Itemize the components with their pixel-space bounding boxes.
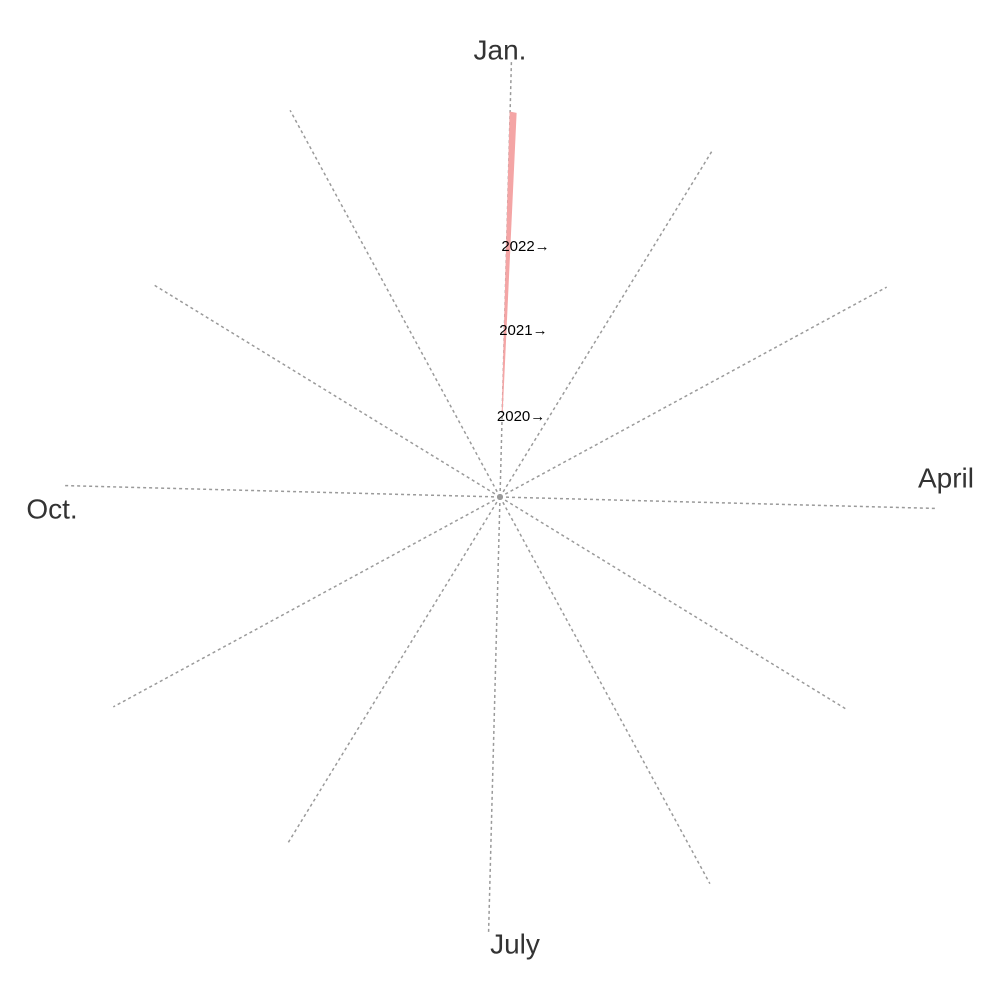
- grid-spoke: [499, 496, 846, 710]
- grid-spoke: [499, 496, 711, 885]
- grid-spoke: [499, 496, 935, 510]
- month-label-oct: Oct.: [26, 493, 77, 524]
- grid-spoke: [287, 496, 501, 843]
- grid-spoke: [499, 151, 713, 498]
- month-label-jan: Jan.: [474, 34, 527, 65]
- grid-spoke: [289, 109, 501, 498]
- grid-spoke: [499, 286, 888, 498]
- year-labels: 2020→ 2021→ 2022→: [497, 238, 550, 425]
- month-labels: Jan. April July Oct.: [26, 34, 974, 959]
- series-area: [501, 111, 517, 413]
- grid-spoke: [112, 496, 501, 708]
- month-label-july: July: [490, 928, 540, 959]
- spiral-center: [497, 494, 503, 500]
- grid-spoke: [154, 284, 501, 498]
- year-label-2022: 2022→: [501, 238, 549, 255]
- year-label-2021: 2021→: [499, 322, 547, 339]
- series-area-fill: [501, 111, 517, 413]
- grid-spoke: [487, 496, 501, 932]
- grid-spoke: [65, 484, 501, 498]
- month-label-april: April: [918, 462, 974, 493]
- year-label-2020: 2020→: [497, 408, 545, 425]
- grid-spokes: [65, 62, 935, 932]
